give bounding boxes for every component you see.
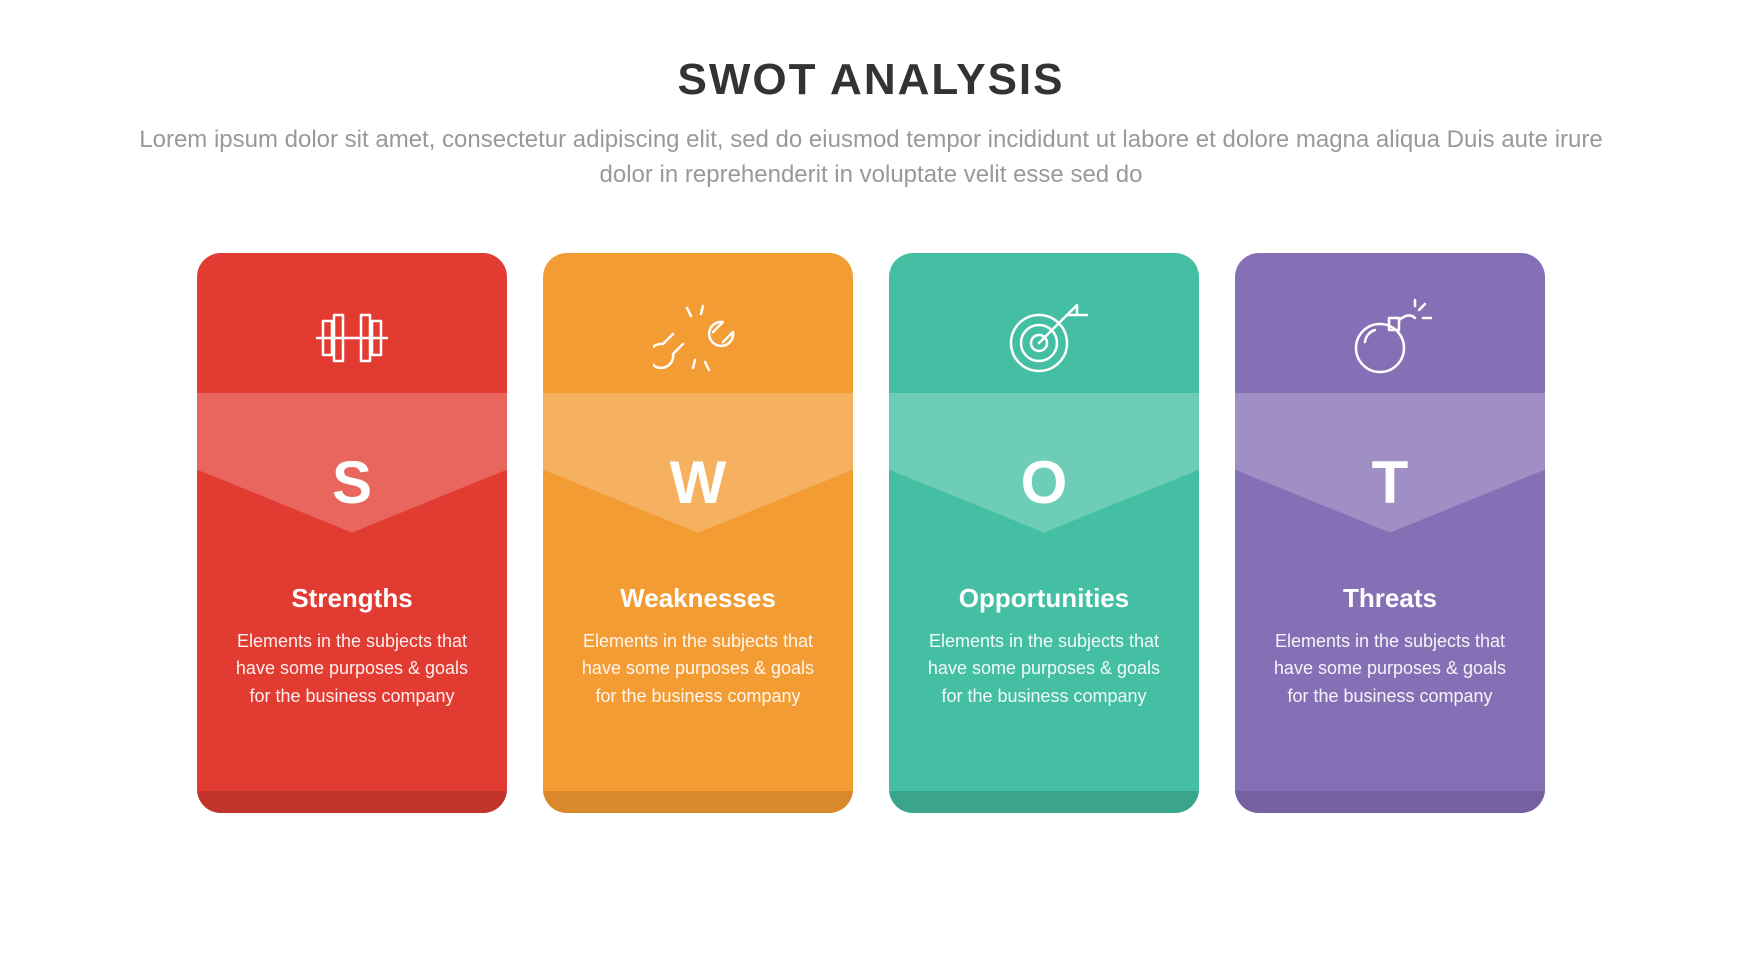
card-description: Elements in the subjects that have some … (543, 628, 853, 712)
broken-link-icon (653, 293, 743, 383)
card-title: Weaknesses (543, 583, 853, 614)
page-subtitle: Lorem ipsum dolor sit amet, consectetur … (111, 123, 1631, 193)
card-top: T Threats Elements in the subjects that … (1235, 253, 1545, 791)
card-title: Threats (1235, 583, 1545, 614)
page-title: SWOT ANALYSIS (677, 55, 1064, 105)
card-strengths: S Strengths Elements in the subjects tha… (197, 253, 507, 813)
card-description: Elements in the subjects that have some … (1235, 628, 1545, 712)
card-title: Opportunities (889, 583, 1199, 614)
card-top: O Opportunities Elements in the subjects… (889, 253, 1199, 791)
card-weaknesses: W Weaknesses Elements in the subjects th… (543, 253, 853, 813)
card-opportunities: O Opportunities Elements in the subjects… (889, 253, 1199, 813)
card-description: Elements in the subjects that have some … (197, 628, 507, 712)
card-bottom-bar (1235, 791, 1545, 813)
target-icon (999, 293, 1089, 383)
card-bottom-bar (889, 791, 1199, 813)
card-bottom-bar (543, 791, 853, 813)
dumbbell-icon (307, 293, 397, 383)
card-top: S Strengths Elements in the subjects tha… (197, 253, 507, 791)
card-threats: T Threats Elements in the subjects that … (1235, 253, 1545, 813)
bomb-icon (1345, 293, 1435, 383)
card-title: Strengths (197, 583, 507, 614)
card-letter: S (197, 448, 507, 517)
card-description: Elements in the subjects that have some … (889, 628, 1199, 712)
card-letter: W (543, 448, 853, 517)
swot-cards-row: S Strengths Elements in the subjects tha… (0, 253, 1742, 813)
card-letter: O (889, 448, 1199, 517)
card-letter: T (1235, 448, 1545, 517)
card-top: W Weaknesses Elements in the subjects th… (543, 253, 853, 791)
card-bottom-bar (197, 791, 507, 813)
